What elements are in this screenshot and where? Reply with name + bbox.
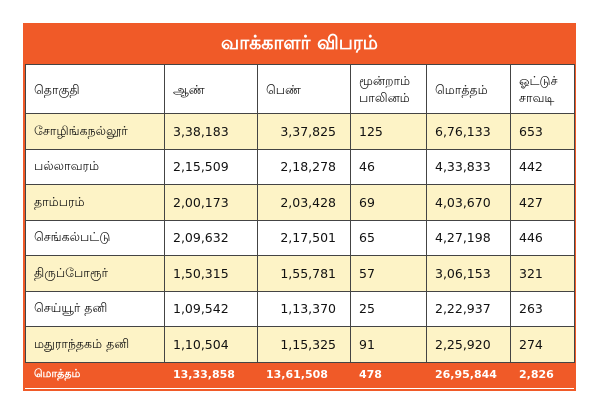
table-row: தாம்பரம் 2,00,173 2,03,428 69 4,03,670 4… bbox=[25, 184, 575, 221]
table-row: செங்கல்பட்டு 2,09,632 2,17,501 65 4,27,1… bbox=[25, 219, 575, 256]
totals-label: மொத்தம் bbox=[25, 361, 165, 388]
male-cell: 1,10,504 bbox=[164, 326, 258, 363]
constituency-cell: தாம்பரம் bbox=[25, 184, 165, 221]
voter-details-card: வாக்காளர் விபரம் தொகுதி ஆண் பெண் மூன்றாம… bbox=[23, 23, 576, 391]
totals-male: 13,33,858 bbox=[164, 361, 258, 388]
male-cell: 3,38,183 bbox=[164, 113, 258, 150]
table-row: சோழிங்கநல்லூர் 3,38,183 3,37,825 125 6,7… bbox=[25, 113, 575, 150]
header-third-line1: மூன்றாம் bbox=[359, 73, 411, 88]
header-constituency: தொகுதி bbox=[25, 64, 165, 114]
female-cell: 1,13,370 bbox=[257, 290, 351, 327]
header-third-line2: பாலினம் bbox=[359, 90, 410, 105]
voter-table: தொகுதி ஆண் பெண் மூன்றாம் பாலினம் மொத்தம் … bbox=[25, 64, 575, 388]
constituency-cell: செய்யூர் தனி bbox=[25, 290, 165, 327]
third-gender-cell: 57 bbox=[350, 255, 427, 292]
female-cell: 2,03,428 bbox=[257, 184, 351, 221]
constituency-cell: சோழிங்கநல்லூர் bbox=[25, 113, 165, 150]
total-cell: 4,33,833 bbox=[426, 148, 511, 185]
third-gender-cell: 69 bbox=[350, 184, 427, 221]
male-cell: 2,00,173 bbox=[164, 184, 258, 221]
totals-total: 26,95,844 bbox=[426, 361, 511, 388]
total-cell: 6,76,133 bbox=[426, 113, 511, 150]
constituency-cell: செங்கல்பட்டு bbox=[25, 219, 165, 256]
total-cell: 2,22,937 bbox=[426, 290, 511, 327]
header-row: தொகுதி ஆண் பெண் மூன்றாம் பாலினம் மொத்தம் … bbox=[25, 64, 575, 114]
booths-cell: 263 bbox=[510, 290, 575, 327]
table-title: வாக்காளர் விபரம் bbox=[25, 25, 574, 64]
header-third-gender: மூன்றாம் பாலினம் bbox=[350, 64, 427, 114]
table-row: மதுராந்தகம் தனி 1,10,504 1,15,325 91 2,2… bbox=[25, 326, 575, 363]
booths-cell: 321 bbox=[510, 255, 575, 292]
third-gender-cell: 125 bbox=[350, 113, 427, 150]
booths-cell: 442 bbox=[510, 148, 575, 185]
total-cell: 4,27,198 bbox=[426, 219, 511, 256]
totals-booths: 2,826 bbox=[510, 361, 575, 388]
male-cell: 1,09,542 bbox=[164, 290, 258, 327]
booths-cell: 653 bbox=[510, 113, 575, 150]
total-cell: 4,03,670 bbox=[426, 184, 511, 221]
constituency-cell: திருப்போரூர் bbox=[25, 255, 165, 292]
third-gender-cell: 25 bbox=[350, 290, 427, 327]
booths-cell: 446 bbox=[510, 219, 575, 256]
totals-row: மொத்தம் 13,33,858 13,61,508 478 26,95,84… bbox=[25, 361, 575, 388]
booths-cell: 274 bbox=[510, 326, 575, 363]
female-cell: 1,55,781 bbox=[257, 255, 351, 292]
female-cell: 2,18,278 bbox=[257, 148, 351, 185]
table-row: திருப்போரூர் 1,50,315 1,55,781 57 3,06,1… bbox=[25, 255, 575, 292]
male-cell: 2,09,632 bbox=[164, 219, 258, 256]
third-gender-cell: 65 bbox=[350, 219, 427, 256]
female-cell: 2,17,501 bbox=[257, 219, 351, 256]
header-female: பெண் bbox=[257, 64, 351, 114]
total-cell: 2,25,920 bbox=[426, 326, 511, 363]
total-cell: 3,06,153 bbox=[426, 255, 511, 292]
third-gender-cell: 91 bbox=[350, 326, 427, 363]
female-cell: 3,37,825 bbox=[257, 113, 351, 150]
table-row: செய்யூர் தனி 1,09,542 1,13,370 25 2,22,9… bbox=[25, 290, 575, 327]
constituency-cell: மதுராந்தகம் தனி bbox=[25, 326, 165, 363]
third-gender-cell: 46 bbox=[350, 148, 427, 185]
header-total: மொத்தம் bbox=[426, 64, 511, 114]
table-row: பல்லாவரம் 2,15,509 2,18,278 46 4,33,833 … bbox=[25, 148, 575, 185]
header-male: ஆண் bbox=[164, 64, 258, 114]
totals-female: 13,61,508 bbox=[257, 361, 351, 388]
male-cell: 2,15,509 bbox=[164, 148, 258, 185]
booths-cell: 427 bbox=[510, 184, 575, 221]
totals-third-gender: 478 bbox=[350, 361, 427, 388]
male-cell: 1,50,315 bbox=[164, 255, 258, 292]
header-booths: ஓட்டுச் சாவடி bbox=[510, 64, 575, 114]
female-cell: 1,15,325 bbox=[257, 326, 351, 363]
header-booths-line2: சாவடி bbox=[519, 90, 555, 105]
constituency-cell: பல்லாவரம் bbox=[25, 148, 165, 185]
header-booths-line1: ஓட்டுச் bbox=[519, 73, 558, 88]
